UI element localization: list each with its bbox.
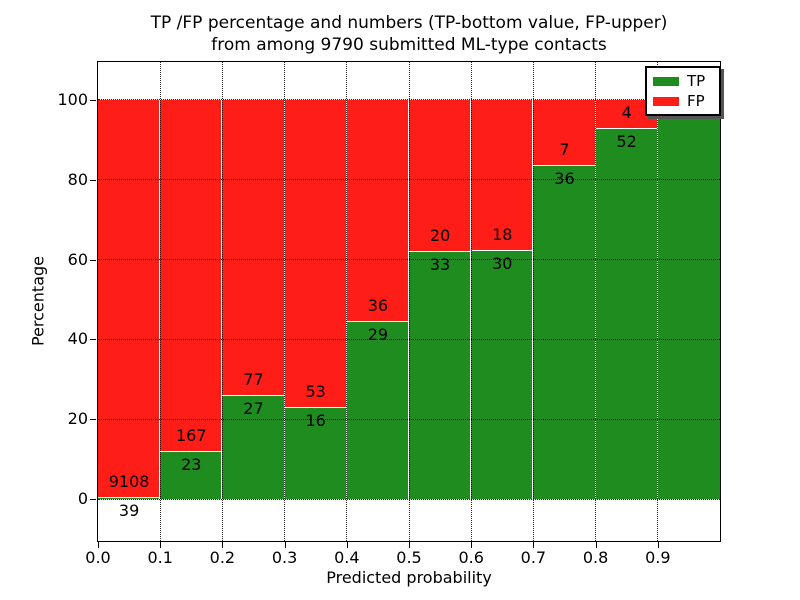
x-tick-label: 0.0 [85, 548, 111, 567]
x-tick-label: 0.8 [582, 548, 609, 567]
bar-label-tp: 52 [616, 132, 637, 152]
bar-label-fp: 20 [429, 225, 451, 245]
chart-title-line2: from among 9790 submitted ML-type contac… [211, 35, 607, 55]
x-tick-label: 0.9 [645, 548, 671, 567]
bar-segment-tp [96, 496, 162, 500]
x-gridline [159, 62, 161, 541]
x-tick [284, 542, 286, 548]
x-axis-label: Predicted probability [326, 568, 492, 587]
bar-segment-tp [221, 394, 286, 501]
y-tick [90, 419, 96, 421]
tp-swatch-icon [653, 76, 679, 86]
y-tick [90, 99, 96, 101]
x-tick-label: 0.3 [271, 548, 298, 567]
bar-segment-fp [159, 98, 224, 452]
legend-item-label: FP [687, 92, 705, 110]
bar-segment-fp [221, 98, 286, 397]
x-gridline [532, 62, 534, 541]
fp-swatch-icon [653, 96, 679, 106]
bar-segment-tp [159, 449, 224, 501]
y-gridline [98, 259, 720, 261]
bar-label-fp: 7 [559, 139, 570, 159]
bar-label-tp: 30 [492, 253, 513, 273]
x-gridline [284, 62, 286, 541]
y-tick-label: 100 [57, 89, 88, 109]
chart-title: TP /FP percentage and numbers (TP-bottom… [151, 12, 668, 56]
x-tick-label: 0.5 [396, 548, 422, 567]
bar-label-fp: 77 [243, 370, 264, 390]
y-tick-label: 60 [67, 249, 88, 269]
legend-item: TP [653, 71, 715, 91]
y-gridline [98, 418, 720, 420]
bar-segment-fp [470, 98, 535, 251]
y-tick [90, 499, 96, 501]
bar-segment-fp [407, 98, 473, 252]
x-tick-label: 0.7 [520, 548, 547, 567]
x-tick [346, 542, 348, 548]
x-tick [160, 542, 162, 548]
bar-segment-tp [656, 98, 721, 501]
y-gridline [98, 179, 720, 181]
x-gridline [595, 62, 597, 541]
y-tick-label: 40 [67, 329, 88, 349]
x-tick [471, 542, 473, 548]
bar-label-tp: 33 [429, 254, 451, 274]
x-gridline [470, 62, 472, 541]
bar-label-fp: 4 [621, 103, 632, 123]
x-tick-label: 0.2 [209, 548, 236, 567]
bar-segment-tp [470, 248, 535, 501]
y-tick-label: 80 [67, 169, 88, 189]
x-gridline [346, 62, 348, 541]
bar-label-fp: 18 [492, 224, 513, 244]
bar-label-tp: 16 [305, 410, 326, 430]
bar-label-fp: 9108 [108, 472, 150, 492]
bar-segment-tp [594, 127, 659, 501]
bar-label-fp: 53 [305, 381, 326, 401]
bar-label-tp: 39 [118, 501, 140, 521]
plot-area: 910839167237727531636292033183073645215 [96, 61, 721, 542]
x-tick [595, 542, 597, 548]
y-tick [90, 179, 96, 181]
x-tick [222, 542, 224, 548]
x-tick [533, 542, 535, 548]
legend: TP FP [645, 66, 721, 116]
y-gridline [98, 99, 720, 101]
x-tick [409, 542, 410, 548]
bar-label-tp: 23 [181, 454, 202, 474]
x-gridline [221, 62, 223, 541]
y-tick [90, 259, 96, 261]
x-tick-label: 0.4 [334, 548, 360, 567]
bar-segment-tp [283, 405, 348, 501]
bar-label-tp: 36 [554, 168, 575, 188]
y-tick-label: 20 [67, 409, 88, 429]
bar-segment-fp [532, 98, 597, 166]
bar-label-tp: 27 [243, 399, 264, 419]
bar-segment-fp [345, 98, 410, 322]
y-tick [90, 339, 96, 341]
bar-segment-fp [283, 98, 348, 408]
bar-segment-fp [96, 98, 162, 499]
x-tick-label: 0.1 [147, 548, 173, 567]
x-tick [657, 542, 659, 548]
y-gridline [98, 338, 720, 340]
bar-label-fp: 36 [367, 295, 389, 315]
y-tick-label: 0 [77, 489, 88, 509]
bar-segment-tp [345, 319, 410, 501]
bar-segment-tp [407, 249, 473, 501]
bar-label-tp: 29 [367, 324, 389, 344]
x-gridline [657, 62, 659, 541]
chart-title-line1: TP /FP percentage and numbers (TP-bottom… [150, 13, 668, 33]
x-tick-label: 0.6 [458, 548, 484, 567]
y-gridline [98, 498, 720, 500]
legend-item: FP [653, 91, 715, 111]
bar-label-fp: 167 [176, 425, 207, 445]
x-gridline [408, 62, 410, 541]
x-tick [98, 542, 99, 548]
bar-segment-tp [532, 163, 597, 501]
legend-item-label: TP [687, 72, 706, 90]
